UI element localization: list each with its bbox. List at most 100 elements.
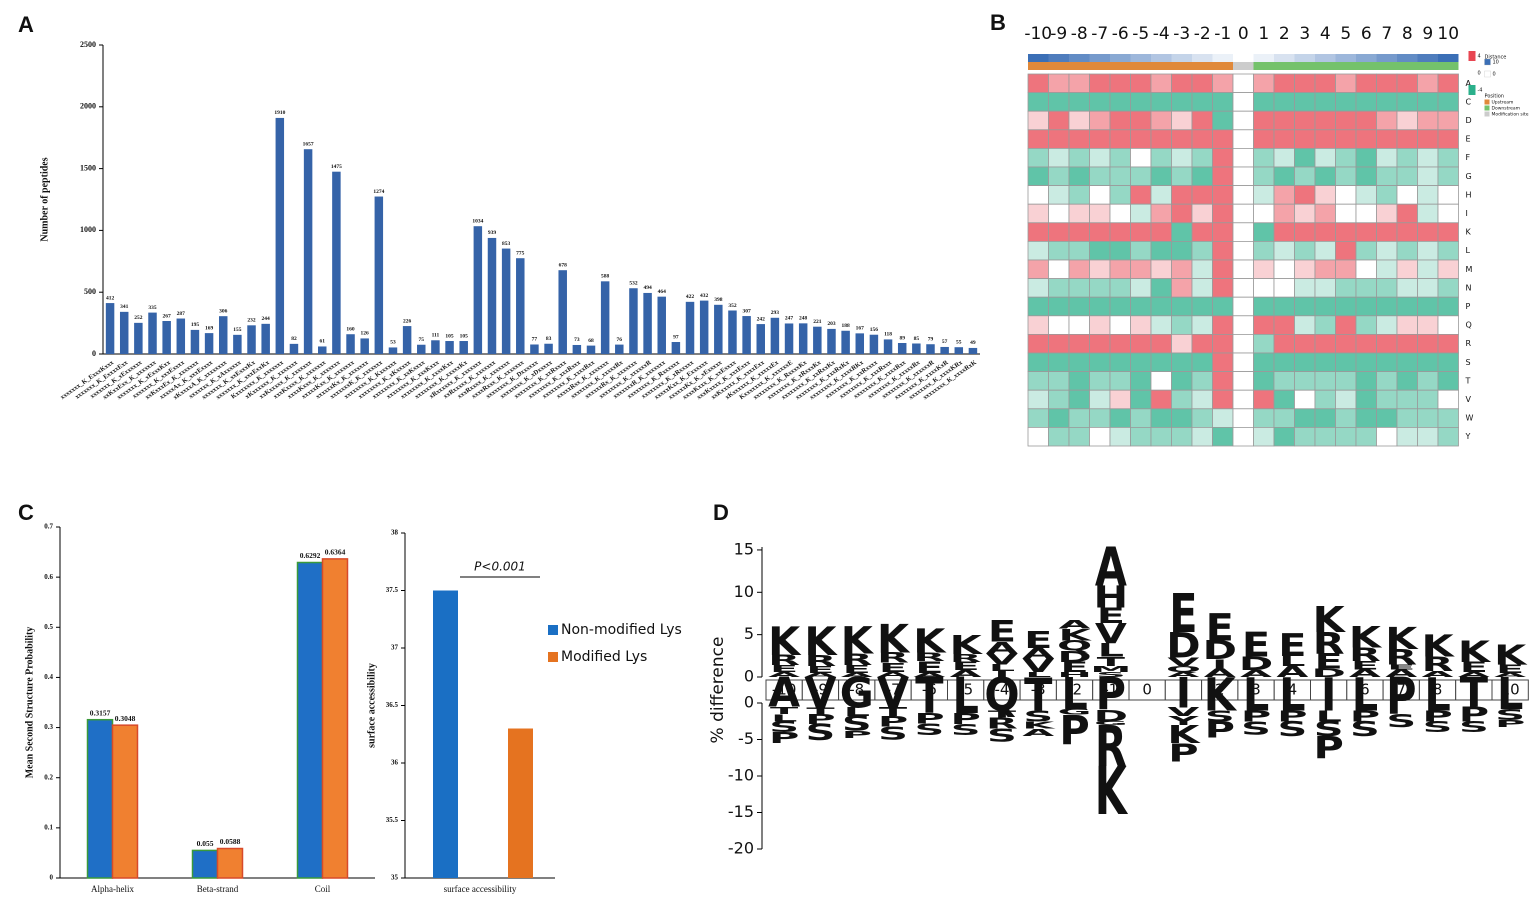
- heat-cell: [1376, 110, 1398, 131]
- data-label: 398: [714, 297, 723, 303]
- bar: [798, 323, 808, 354]
- data-label: 287: [177, 311, 186, 317]
- heat-cell: [1048, 259, 1070, 280]
- heat-cell: [1417, 110, 1439, 131]
- logo-letter: E: [879, 661, 907, 676]
- bar: [728, 310, 737, 354]
- position-label: Modification site: [1492, 112, 1529, 118]
- heat-cell: [1253, 278, 1275, 298]
- position-label: Upstream: [1492, 100, 1514, 106]
- heat-cell: [1232, 333, 1254, 354]
- heat-cell: [1314, 110, 1336, 131]
- logo-letter: L: [952, 668, 978, 726]
- logo-letter: E: [1242, 625, 1270, 664]
- logo-letter: K: [1349, 621, 1383, 654]
- heat-cell: [1417, 352, 1439, 373]
- row-label: D: [1466, 116, 1472, 125]
- colorbar-label: -4: [1478, 88, 1483, 94]
- column-label: -6: [1112, 24, 1129, 44]
- data-label: 252: [134, 315, 143, 321]
- logo-letter: P: [1313, 730, 1343, 766]
- column-label: -5: [1132, 24, 1149, 44]
- logo-letter: T: [1097, 655, 1125, 670]
- position-label: 9: [1469, 681, 1479, 699]
- heat-cell: [1191, 92, 1213, 112]
- heat-cell: [1437, 240, 1459, 261]
- heat-cell: [1191, 352, 1213, 373]
- logo-letter: L: [1279, 653, 1305, 669]
- logo-letter: A: [1240, 669, 1273, 680]
- data-label: 188: [841, 323, 850, 329]
- bar: [162, 320, 171, 354]
- bar: [459, 341, 468, 354]
- heat-cell: [1376, 203, 1398, 224]
- heat-cell: [1048, 315, 1070, 335]
- heat-cell: [1437, 371, 1459, 391]
- logo-letter: L: [1061, 670, 1087, 720]
- heat-cell: [1253, 147, 1275, 168]
- logo-letter: Q: [1057, 638, 1092, 654]
- logo-letter: L: [1025, 671, 1051, 679]
- logo-letter: V: [1167, 706, 1200, 720]
- position-bar: [1130, 62, 1151, 70]
- heat-cell: [1376, 222, 1398, 242]
- data-label: 464: [658, 289, 667, 295]
- heat-cell: [1314, 408, 1336, 428]
- heat-cell: [1089, 352, 1111, 373]
- logo-letter: A: [804, 672, 836, 679]
- logo-letter: K: [950, 631, 984, 661]
- heat-cell: [1048, 426, 1070, 447]
- bar: [296, 561, 324, 879]
- bar: [544, 343, 553, 354]
- annotation: P<0.001: [474, 560, 526, 574]
- logo-letter: P: [1096, 669, 1126, 721]
- position-bar: [1335, 62, 1356, 70]
- heat-cell: [1417, 408, 1439, 428]
- bar: [530, 344, 539, 354]
- column-label: -1: [1214, 24, 1231, 44]
- heat-cell: [1212, 408, 1234, 428]
- heat-cell: [1396, 222, 1418, 242]
- y-tick-label: 10: [734, 582, 754, 601]
- legend-swatch: [548, 652, 558, 662]
- heat-cell: [1191, 426, 1213, 447]
- logo-letter: I: [1212, 657, 1227, 672]
- heat-cell: [1027, 389, 1049, 410]
- position-label: -6: [922, 681, 937, 699]
- heat-cell: [1232, 73, 1254, 94]
- bar: [402, 326, 412, 354]
- heat-cell: [1417, 73, 1439, 94]
- heat-cell: [1253, 371, 1275, 391]
- distance-bar: [1171, 54, 1192, 62]
- distance-swatch: [1484, 58, 1491, 66]
- logo-letter: L: [771, 712, 797, 724]
- logo-letter: L: [989, 663, 1015, 674]
- heat-cell: [1171, 203, 1193, 224]
- heat-cell: [1068, 222, 1090, 242]
- logo-letter: Q: [1166, 665, 1201, 675]
- distance-bar: [1274, 54, 1295, 62]
- y-axis-title: Number of peptides: [39, 157, 50, 241]
- bar: [572, 344, 582, 354]
- logo-letter: R: [841, 651, 873, 670]
- heat-cell: [1335, 259, 1357, 280]
- logo-letter: L: [1497, 670, 1523, 720]
- heat-cell: [1212, 185, 1234, 205]
- data-label: 1274: [373, 189, 384, 195]
- heat-cell: [1376, 389, 1398, 410]
- heat-cell: [1232, 240, 1254, 261]
- heat-cell: [1212, 73, 1234, 94]
- y-tick-label: -15: [728, 802, 754, 821]
- heat-cell: [1253, 240, 1275, 261]
- y-tick-label: 15: [734, 539, 754, 558]
- heat-cell: [1294, 203, 1316, 224]
- heat-cell: [1273, 426, 1295, 447]
- legend-label: Non-modified Lys: [561, 622, 682, 638]
- heat-cell: [1130, 389, 1152, 410]
- logo-letter: E: [1278, 627, 1306, 664]
- heat-cell: [1417, 296, 1439, 317]
- logo-letter: R: [1422, 653, 1454, 676]
- column-label: -2: [1194, 24, 1211, 44]
- heat-cell: [1150, 222, 1172, 242]
- logo-letter: D: [1239, 653, 1273, 675]
